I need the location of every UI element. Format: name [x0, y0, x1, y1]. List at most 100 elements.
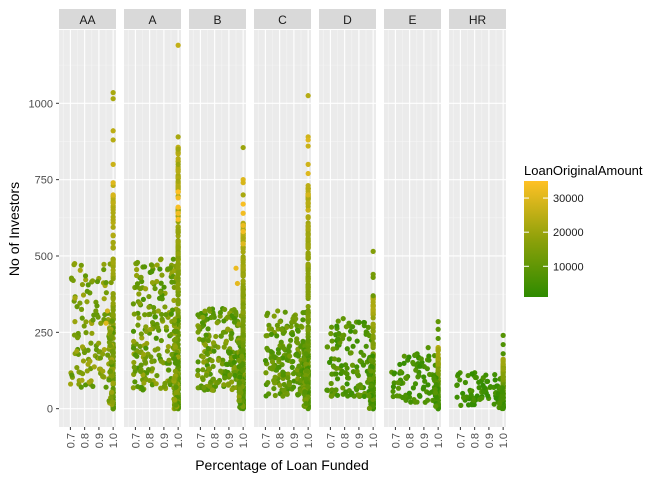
data-point [233, 265, 239, 271]
data-point [329, 338, 335, 344]
x-tick-label: 1.0 [108, 433, 120, 448]
data-point [458, 402, 464, 408]
data-point [80, 371, 86, 377]
data-point [110, 224, 116, 230]
data-point [331, 364, 337, 370]
data-point [143, 328, 149, 334]
facet-panel-d: D 0.7 0.8 0.9 1.0 [319, 9, 380, 448]
x-axis-ticks: 0.7 0.8 0.9 1.0 [195, 427, 250, 448]
data-point [287, 353, 293, 359]
data-point [158, 358, 164, 364]
data-point [282, 309, 288, 315]
data-point [305, 319, 311, 325]
data-point [175, 216, 181, 222]
panel-background [449, 30, 506, 427]
data-point [326, 359, 333, 365]
x-tick-label: 0.9 [159, 433, 171, 448]
data-point [394, 393, 400, 399]
data-point [175, 42, 181, 48]
data-point [278, 339, 284, 345]
data-point [497, 400, 503, 406]
y-axis-title: No of Investors [6, 182, 22, 276]
data-point [158, 280, 164, 286]
data-point [232, 372, 238, 379]
data-point [101, 296, 107, 302]
facet-strip [384, 9, 441, 29]
data-point [147, 311, 153, 317]
data-point [240, 246, 246, 252]
data-point [266, 322, 272, 328]
data-point [110, 128, 116, 134]
data-point [155, 324, 161, 330]
data-point [159, 296, 165, 302]
data-point [79, 344, 86, 350]
data-point [370, 333, 376, 339]
data-point [195, 372, 201, 379]
data-point [171, 297, 177, 303]
data-point [476, 385, 482, 391]
data-point [339, 363, 345, 369]
data-point [214, 380, 221, 386]
data-point [305, 307, 311, 314]
data-point [271, 377, 277, 384]
data-point [200, 337, 206, 343]
x-axis-ticks: 0.7 0.8 0.9 1.0 [130, 427, 185, 448]
data-point [350, 324, 356, 330]
data-point [305, 276, 311, 283]
data-point [485, 393, 491, 399]
data-point [110, 180, 116, 186]
data-point [110, 232, 116, 238]
data-point [81, 323, 87, 329]
data-point [344, 375, 351, 381]
legend-tick-label: 10000 [553, 261, 584, 273]
data-point [110, 200, 116, 206]
data-point [206, 366, 212, 372]
data-point [87, 358, 93, 364]
data-point [303, 368, 310, 374]
color-legend: LoanOriginalAmount 10000 20000 30000 [524, 163, 643, 297]
x-tick-label: 0.8 [275, 433, 287, 448]
data-point [221, 318, 227, 324]
data-point [82, 273, 89, 279]
data-point [151, 309, 157, 315]
x-tick-label: 0.9 [419, 433, 431, 448]
data-point [305, 253, 311, 260]
data-point [425, 345, 431, 351]
data-point [344, 346, 350, 352]
data-point [424, 366, 430, 372]
data-point [171, 284, 177, 290]
data-point [294, 340, 301, 346]
data-point [172, 344, 178, 350]
data-point [354, 364, 360, 370]
data-point [435, 319, 441, 325]
data-point [277, 382, 283, 388]
data-point [334, 323, 340, 329]
data-point [421, 384, 427, 390]
x-tick-label: 0.8 [145, 433, 157, 448]
data-point [108, 359, 114, 365]
x-tick-label: 0.8 [470, 433, 482, 448]
data-point [410, 385, 416, 391]
data-point [131, 359, 137, 366]
data-point [492, 372, 498, 378]
data-point [363, 343, 369, 349]
x-axis-title: Percentage of Loan Funded [195, 457, 369, 473]
data-point [173, 336, 179, 342]
data-point [96, 340, 102, 346]
data-point [340, 315, 346, 322]
x-tick-label: 0.8 [80, 433, 92, 448]
data-point [202, 308, 208, 314]
data-point [107, 368, 113, 374]
data-point [175, 269, 181, 275]
data-point [462, 379, 468, 386]
data-point [218, 333, 224, 339]
data-point [175, 244, 181, 250]
data-point [344, 365, 350, 371]
gridlines [449, 30, 506, 427]
legend-title: LoanOriginalAmount [524, 163, 643, 178]
data-point [303, 351, 309, 357]
data-point [305, 293, 311, 299]
data-point [460, 395, 467, 401]
data-point [344, 381, 350, 387]
